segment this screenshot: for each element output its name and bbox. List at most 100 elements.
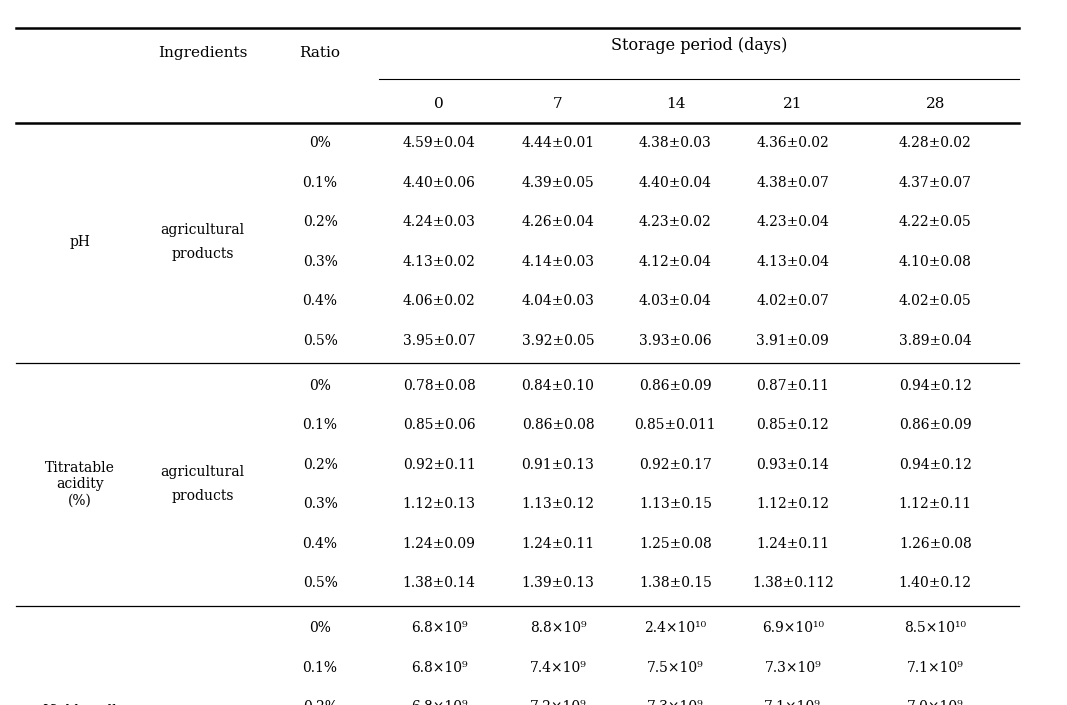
Text: 6.9×10¹⁰: 6.9×10¹⁰ xyxy=(762,621,824,635)
Text: 0.5%: 0.5% xyxy=(303,333,337,348)
Text: 7.1×10⁹: 7.1×10⁹ xyxy=(907,661,964,675)
Text: 0%: 0% xyxy=(309,621,331,635)
Text: 4.03±0.04: 4.03±0.04 xyxy=(639,294,712,308)
Text: 7: 7 xyxy=(553,97,563,111)
Text: 2.4×10¹⁰: 2.4×10¹⁰ xyxy=(644,621,706,635)
Text: 4.24±0.03: 4.24±0.03 xyxy=(402,215,476,229)
Text: 7.0×10⁹: 7.0×10⁹ xyxy=(907,700,964,705)
Text: 0.92±0.11: 0.92±0.11 xyxy=(402,458,476,472)
Text: 0.85±0.06: 0.85±0.06 xyxy=(402,418,476,432)
Text: 1.26±0.08: 1.26±0.08 xyxy=(898,537,972,551)
Text: 4.02±0.05: 4.02±0.05 xyxy=(898,294,972,308)
Text: 1.38±0.112: 1.38±0.112 xyxy=(752,576,833,590)
Text: 0.94±0.12: 0.94±0.12 xyxy=(898,379,972,393)
Text: 28: 28 xyxy=(925,97,945,111)
Text: 1.24±0.11: 1.24±0.11 xyxy=(757,537,829,551)
Text: 0.1%: 0.1% xyxy=(303,418,337,432)
Text: 4.59±0.04: 4.59±0.04 xyxy=(402,136,476,150)
Text: 4.13±0.02: 4.13±0.02 xyxy=(402,255,476,269)
Text: 0.87±0.11: 0.87±0.11 xyxy=(757,379,829,393)
Text: Ingredients: Ingredients xyxy=(158,46,248,60)
Text: 4.38±0.03: 4.38±0.03 xyxy=(639,136,712,150)
Text: 0.85±0.011: 0.85±0.011 xyxy=(635,418,716,432)
Text: 3.91±0.09: 3.91±0.09 xyxy=(757,333,829,348)
Text: 4.10±0.08: 4.10±0.08 xyxy=(898,255,972,269)
Text: 1.12±0.11: 1.12±0.11 xyxy=(898,497,972,511)
Text: 0.93±0.14: 0.93±0.14 xyxy=(757,458,829,472)
Text: 6.8×10⁹: 6.8×10⁹ xyxy=(411,700,467,705)
Text: 7.4×10⁹: 7.4×10⁹ xyxy=(529,661,587,675)
Text: 4.23±0.02: 4.23±0.02 xyxy=(639,215,712,229)
Text: 6.8×10⁹: 6.8×10⁹ xyxy=(411,661,467,675)
Text: 4.13±0.04: 4.13±0.04 xyxy=(757,255,829,269)
Text: 1.12±0.13: 1.12±0.13 xyxy=(402,497,476,511)
Text: 4.40±0.06: 4.40±0.06 xyxy=(402,176,476,190)
Text: 4.38±0.07: 4.38±0.07 xyxy=(757,176,829,190)
Text: 4.37±0.07: 4.37±0.07 xyxy=(898,176,972,190)
Text: 0.86±0.09: 0.86±0.09 xyxy=(639,379,712,393)
Text: products: products xyxy=(172,247,234,261)
Text: 1.24±0.09: 1.24±0.09 xyxy=(402,537,476,551)
Text: 4.28±0.02: 4.28±0.02 xyxy=(898,136,972,150)
Text: Storage period (days): Storage period (days) xyxy=(610,37,787,54)
Text: 0.2%: 0.2% xyxy=(303,215,337,229)
Text: Viable cell
counts
(CFU/mL): Viable cell counts (CFU/mL) xyxy=(43,704,117,705)
Text: 1.38±0.14: 1.38±0.14 xyxy=(402,576,476,590)
Text: Ratio: Ratio xyxy=(300,46,340,60)
Text: 1.13±0.12: 1.13±0.12 xyxy=(522,497,594,511)
Text: 0.94±0.12: 0.94±0.12 xyxy=(898,458,972,472)
Text: 0.4%: 0.4% xyxy=(303,537,337,551)
Text: 7.1×10⁹: 7.1×10⁹ xyxy=(764,700,822,705)
Text: 7.5×10⁹: 7.5×10⁹ xyxy=(647,661,704,675)
Text: 0%: 0% xyxy=(309,379,331,393)
Text: 7.3×10⁹: 7.3×10⁹ xyxy=(647,700,704,705)
Text: 4.26±0.04: 4.26±0.04 xyxy=(522,215,594,229)
Text: 3.89±0.04: 3.89±0.04 xyxy=(898,333,972,348)
Text: 7.2×10⁹: 7.2×10⁹ xyxy=(529,700,587,705)
Text: 0.85±0.12: 0.85±0.12 xyxy=(757,418,829,432)
Text: 1.24±0.11: 1.24±0.11 xyxy=(522,537,594,551)
Text: 0.92±0.17: 0.92±0.17 xyxy=(639,458,712,472)
Text: 1.13±0.15: 1.13±0.15 xyxy=(639,497,712,511)
Text: 1.40±0.12: 1.40±0.12 xyxy=(898,576,972,590)
Text: 0.3%: 0.3% xyxy=(303,255,337,269)
Text: 0: 0 xyxy=(434,97,444,111)
Text: 4.02±0.07: 4.02±0.07 xyxy=(757,294,829,308)
Text: 4.23±0.04: 4.23±0.04 xyxy=(757,215,829,229)
Text: 0.2%: 0.2% xyxy=(303,458,337,472)
Text: 0.1%: 0.1% xyxy=(303,661,337,675)
Text: 4.06±0.02: 4.06±0.02 xyxy=(402,294,476,308)
Text: 1.25±0.08: 1.25±0.08 xyxy=(639,537,712,551)
Text: 3.92±0.05: 3.92±0.05 xyxy=(522,333,594,348)
Text: 4.14±0.03: 4.14±0.03 xyxy=(522,255,594,269)
Text: 1.12±0.12: 1.12±0.12 xyxy=(757,497,829,511)
Text: 0.2%: 0.2% xyxy=(303,700,337,705)
Text: 0.1%: 0.1% xyxy=(303,176,337,190)
Text: Titratable
acidity
(%): Titratable acidity (%) xyxy=(45,461,115,508)
Text: products: products xyxy=(172,489,234,503)
Text: 0.3%: 0.3% xyxy=(303,497,337,511)
Text: 3.95±0.07: 3.95±0.07 xyxy=(402,333,476,348)
Text: 14: 14 xyxy=(666,97,685,111)
Text: 3.93±0.06: 3.93±0.06 xyxy=(639,333,712,348)
Text: 0%: 0% xyxy=(309,136,331,150)
Text: agricultural: agricultural xyxy=(161,223,244,237)
Text: 4.12±0.04: 4.12±0.04 xyxy=(639,255,712,269)
Text: agricultural: agricultural xyxy=(161,465,244,479)
Text: 0.4%: 0.4% xyxy=(303,294,337,308)
Text: 4.44±0.01: 4.44±0.01 xyxy=(522,136,594,150)
Text: 8.5×10¹⁰: 8.5×10¹⁰ xyxy=(904,621,967,635)
Text: 4.36±0.02: 4.36±0.02 xyxy=(757,136,829,150)
Text: 4.39±0.05: 4.39±0.05 xyxy=(522,176,594,190)
Text: 4.22±0.05: 4.22±0.05 xyxy=(898,215,972,229)
Text: 0.91±0.13: 0.91±0.13 xyxy=(522,458,594,472)
Text: 4.40±0.04: 4.40±0.04 xyxy=(639,176,712,190)
Text: 0.78±0.08: 0.78±0.08 xyxy=(402,379,476,393)
Text: 0.86±0.09: 0.86±0.09 xyxy=(898,418,972,432)
Text: 0.86±0.08: 0.86±0.08 xyxy=(522,418,594,432)
Text: 7.3×10⁹: 7.3×10⁹ xyxy=(764,661,822,675)
Text: 6.8×10⁹: 6.8×10⁹ xyxy=(411,621,467,635)
Text: 1.39±0.13: 1.39±0.13 xyxy=(522,576,594,590)
Text: pH: pH xyxy=(69,235,91,249)
Text: 8.8×10⁹: 8.8×10⁹ xyxy=(529,621,587,635)
